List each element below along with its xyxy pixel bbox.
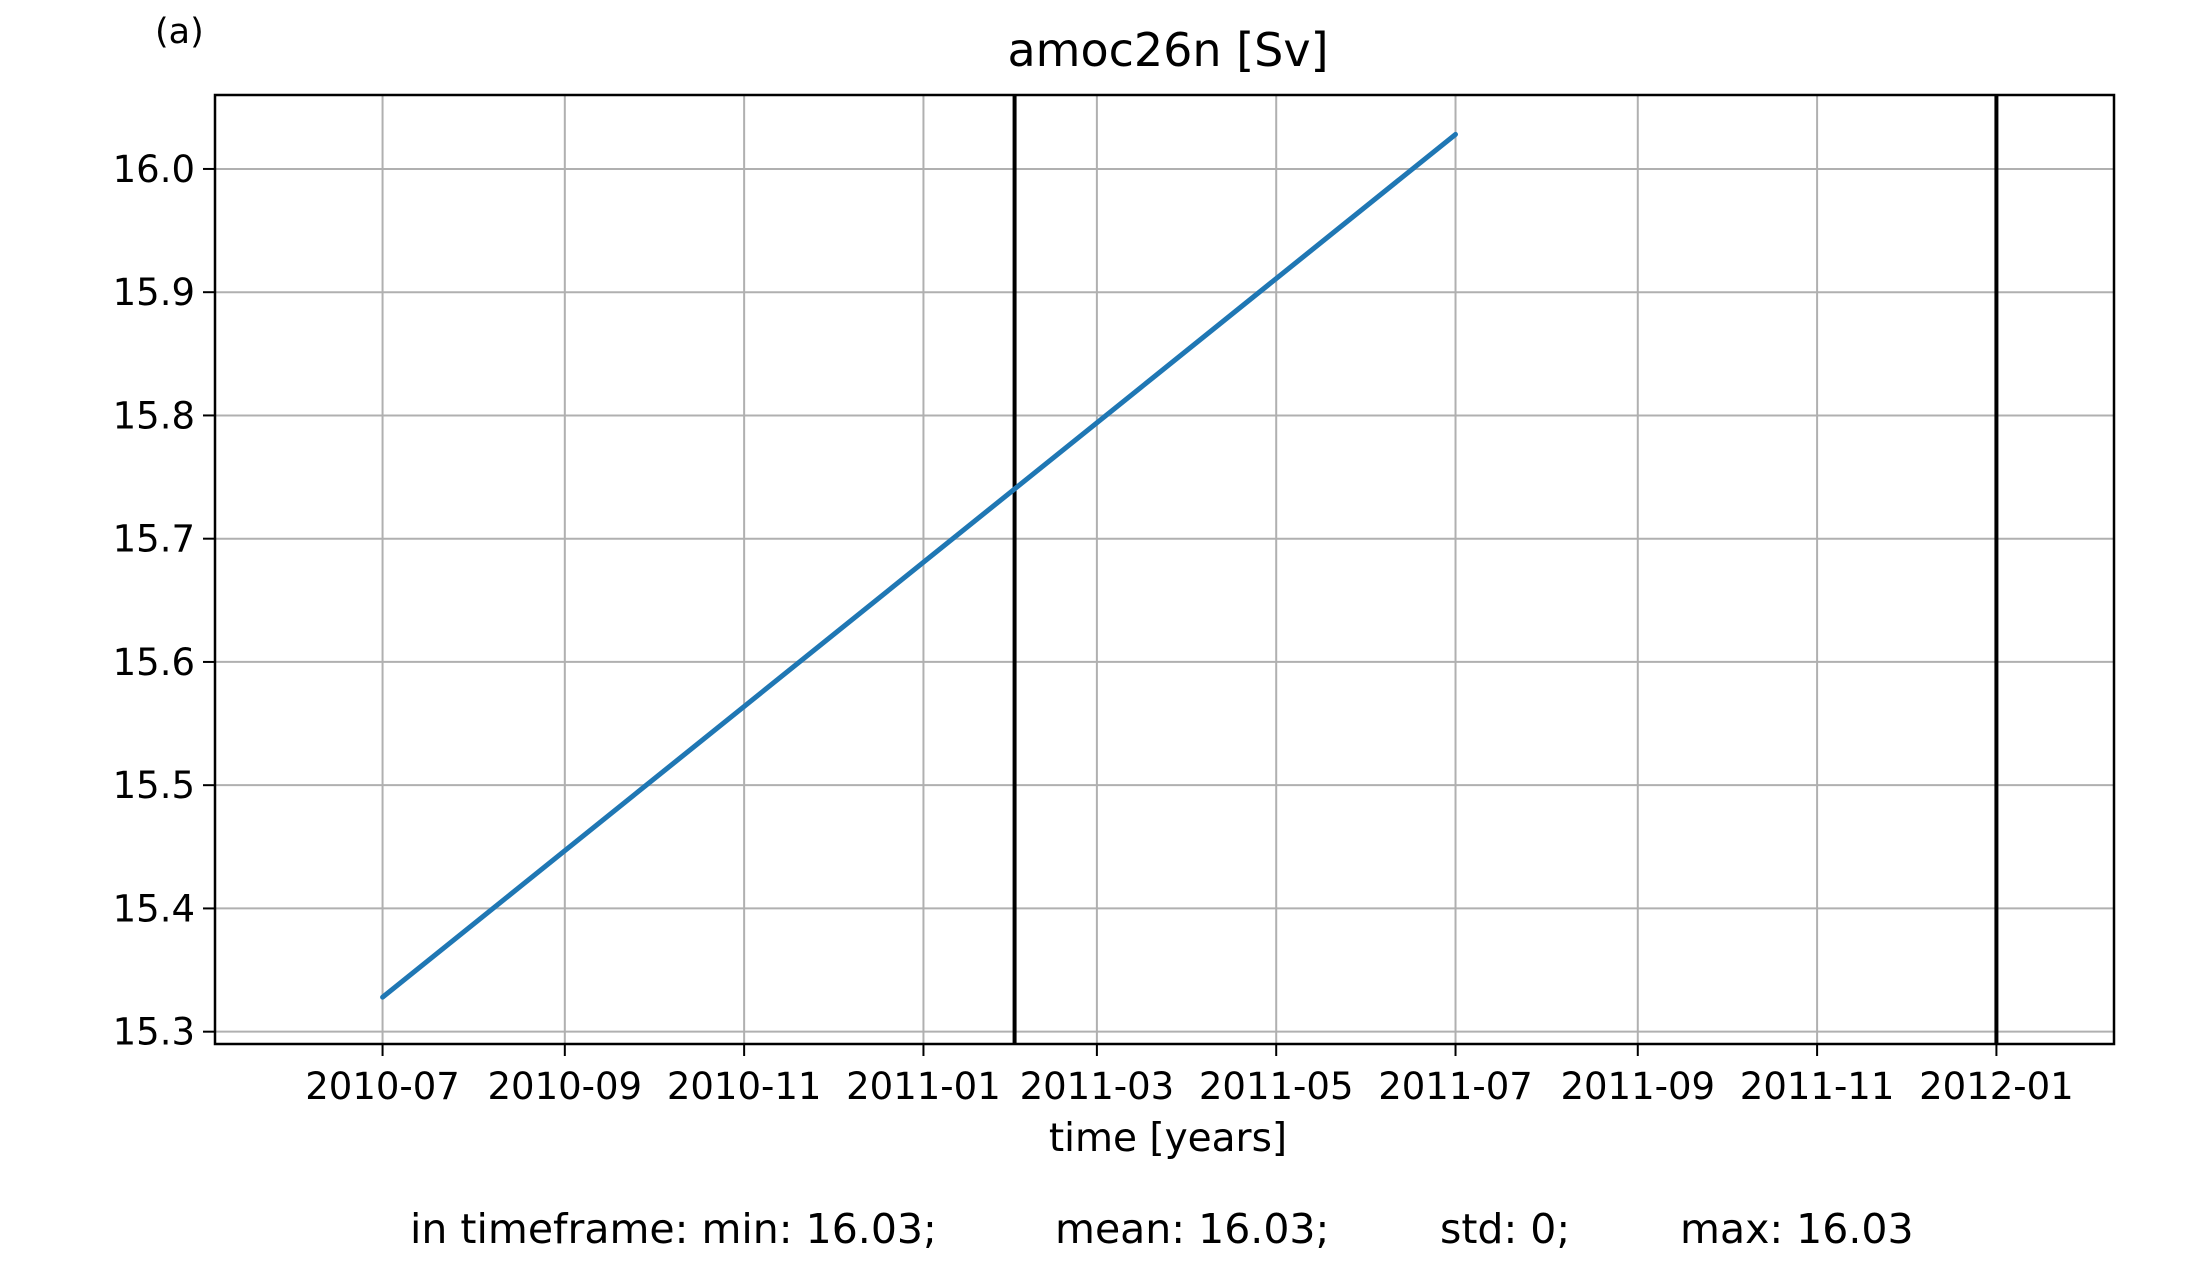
y-axis-ticks: 15.3 15.4 15.5 15.6 15.7 15.8 15.9 16.0	[113, 148, 215, 1054]
x-tick-label: 2011-01	[846, 1065, 1001, 1108]
chart-title: amoc26n [Sv]	[1007, 23, 1328, 77]
x-tick-label: 2011-05	[1199, 1065, 1354, 1108]
panel-label: (a)	[155, 12, 204, 52]
y-tick-label: 15.4	[113, 887, 195, 930]
series-layer	[380, 131, 1458, 1000]
plot-frame	[213, 93, 2116, 1046]
line-chart: amoc26n [Sv] 2010-07 2010-09 2010-11 2011-0…	[113, 23, 2116, 1161]
y-tick-label: 15.5	[113, 764, 195, 807]
x-tick-label: 2010-07	[305, 1065, 460, 1108]
x-tick-label: 2011-03	[1020, 1065, 1175, 1108]
x-tick-label: 2011-11	[1740, 1065, 1895, 1108]
x-tick-label: 2010-09	[488, 1065, 643, 1108]
x-axis-label: time [years]	[1049, 1116, 1287, 1161]
y-tick-label: 16.0	[113, 148, 195, 191]
y-tick-label: 15.3	[113, 1011, 195, 1054]
stat-std: std: 0;	[1440, 1205, 1571, 1253]
y-tick-label: 15.6	[113, 641, 195, 684]
x-tick-label: 2010-11	[667, 1065, 822, 1108]
x-tick-label: 2012-01	[1919, 1065, 2074, 1108]
y-tick-label: 15.8	[113, 394, 195, 437]
marker-lines	[1012, 95, 1999, 1044]
stat-max: max: 16.03	[1680, 1205, 1914, 1253]
y-tick-label: 15.7	[113, 518, 195, 561]
x-tick-label: 2011-07	[1378, 1065, 1533, 1108]
stat-mean: mean: 16.03;	[1055, 1205, 1330, 1253]
y-tick-label: 15.9	[113, 271, 195, 314]
x-tick-label: 2011-09	[1560, 1065, 1715, 1108]
stat-min: in timeframe: min: 16.03;	[410, 1205, 937, 1253]
series-line	[380, 131, 1458, 1000]
x-axis-ticks: 2010-07 2010-09 2010-11 2011-01 2011-03 2011-…	[305, 1044, 2074, 1108]
